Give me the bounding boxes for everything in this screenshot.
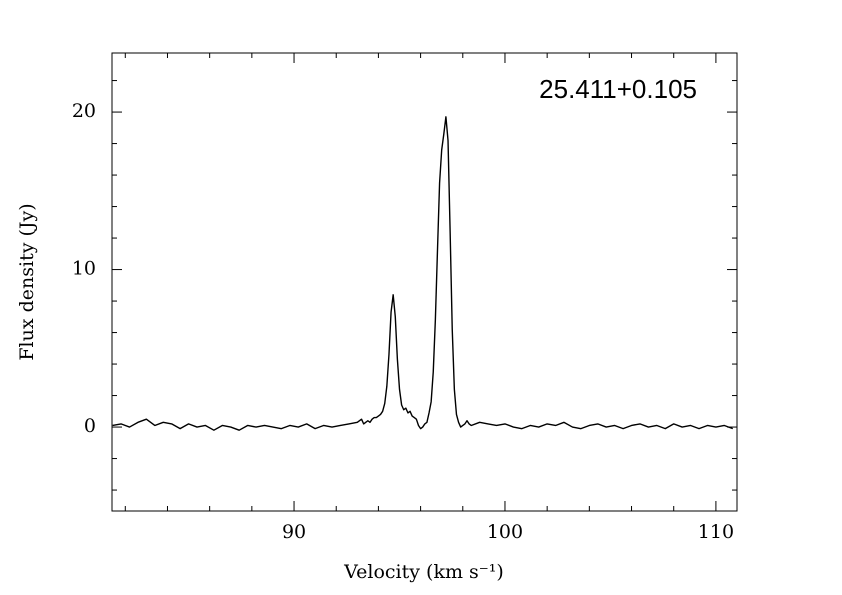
plot-frame xyxy=(111,52,738,512)
y-tick-label: 10 xyxy=(72,258,96,280)
y-axis-label: Flux density (Jy) xyxy=(16,203,38,360)
y-tick-label: 20 xyxy=(72,100,96,122)
spectrum-line xyxy=(112,116,734,431)
x-tick-label: 100 xyxy=(487,521,523,543)
x-axis-label: Velocity (km s⁻¹) xyxy=(343,561,504,583)
x-tick-label: 110 xyxy=(698,521,734,543)
y-tick-label: 0 xyxy=(84,415,96,437)
annotation: 25.411+0.105 xyxy=(539,74,697,104)
x-tick-label: 90 xyxy=(282,521,306,543)
